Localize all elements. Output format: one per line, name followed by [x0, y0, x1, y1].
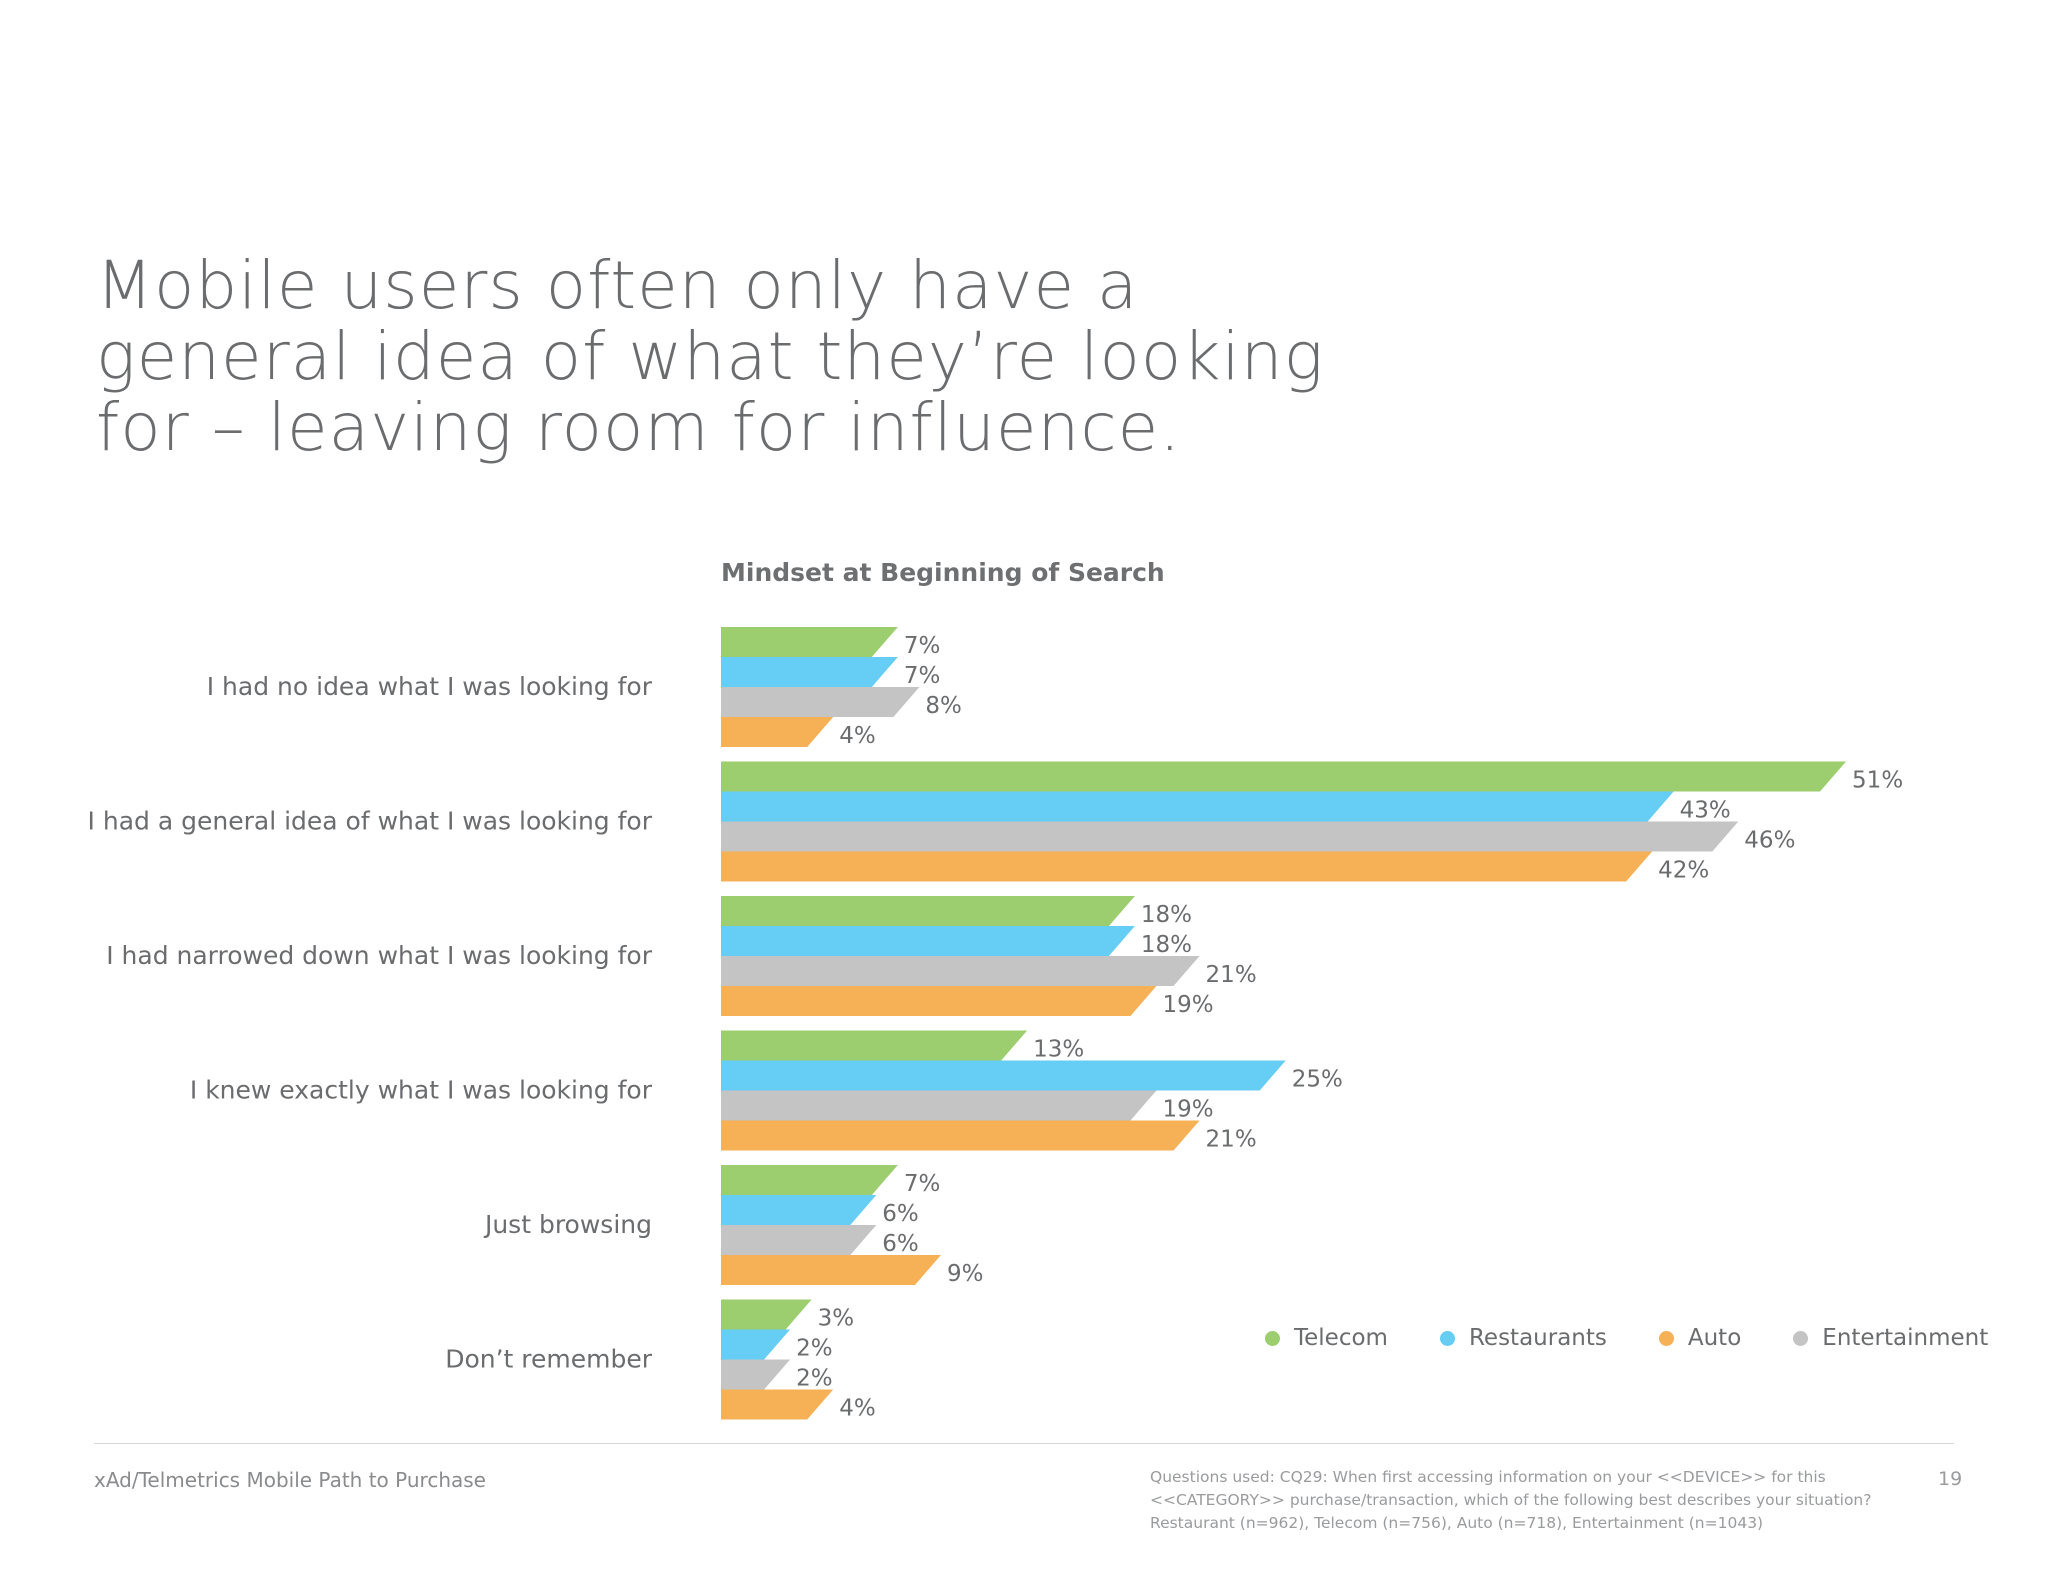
headline: Mobile users often only have a general i…: [96, 250, 1396, 463]
footer-note-line: <<CATEGORY>> purchase/transaction, which…: [1150, 1491, 1872, 1509]
bar-restaurants: [721, 791, 1674, 822]
footer-note-line: Restaurant (n=962), Telecom (n=756), Aut…: [1150, 1514, 1764, 1532]
data-label: 19%: [1162, 1097, 1213, 1123]
chart-title: Mindset at Beginning of Search: [721, 558, 1165, 587]
bar-telecom: [721, 627, 898, 657]
legend-label: Entertainment: [1822, 1325, 1989, 1351]
legend-item-entertainment: Entertainment: [1793, 1325, 1988, 1351]
bar-telecom: [721, 896, 1135, 926]
data-label: 7%: [904, 663, 941, 689]
data-label: 21%: [1206, 1127, 1257, 1153]
legend-item-restaurants: Restaurants: [1439, 1325, 1607, 1351]
bar-auto: [721, 1255, 941, 1285]
bar-telecom: [721, 1030, 1028, 1061]
data-label: 7%: [904, 633, 941, 659]
data-label: 2%: [796, 1366, 833, 1392]
data-label: 2%: [796, 1336, 833, 1362]
bar-entertainment: [721, 1359, 791, 1390]
category-label: I knew exactly what I was looking for: [190, 1076, 653, 1105]
data-label: 13%: [1033, 1037, 1084, 1063]
data-label: 51%: [1852, 768, 1903, 794]
bar-restaurants: [721, 657, 898, 687]
bar-telecom: [721, 1165, 898, 1195]
data-label: 42%: [1658, 858, 1709, 884]
category-label: Don’t remember: [445, 1345, 653, 1374]
page-number: 19: [1938, 1468, 1963, 1490]
data-label: 18%: [1141, 902, 1192, 928]
bar-entertainment: [721, 687, 920, 717]
chart-legend: Telecom Restaurants Auto Entertainment: [1265, 1325, 1988, 1351]
data-label: 6%: [882, 1201, 919, 1227]
data-label: 7%: [904, 1171, 941, 1197]
bar-telecom: [721, 761, 1847, 792]
footer-source: xAd/Telmetrics Mobile Path to Purchase: [94, 1468, 486, 1492]
data-label: 4%: [839, 723, 876, 749]
bar-restaurants: [721, 926, 1135, 956]
data-label: 18%: [1141, 932, 1192, 958]
bar-entertainment: [721, 1090, 1157, 1121]
dot-icon: [1793, 1330, 1809, 1346]
bar-auto: [721, 717, 834, 747]
legend-item-telecom: Telecom: [1265, 1325, 1388, 1351]
dot-icon: [1265, 1330, 1280, 1346]
legend-label: Restaurants: [1468, 1325, 1607, 1351]
data-label: 21%: [1206, 962, 1257, 988]
category-label: I had a general idea of what I was looki…: [88, 807, 653, 836]
category-label: I had narrowed down what I was looking f…: [106, 941, 653, 970]
legend-label: Auto: [1687, 1325, 1742, 1351]
data-label: 6%: [882, 1231, 919, 1257]
headline-line: for – leaving room for influence.: [96, 389, 1182, 466]
dot-icon: [1439, 1330, 1455, 1346]
data-label: 19%: [1162, 992, 1213, 1018]
bar-entertainment: [721, 956, 1200, 986]
bar-restaurants: [721, 1329, 791, 1360]
footer-divider: [94, 1443, 1954, 1444]
bar-entertainment: [721, 1225, 877, 1255]
headline-line: Mobile users often only have a: [96, 247, 1139, 324]
data-label: 8%: [925, 693, 962, 719]
bar-auto: [721, 1389, 834, 1420]
data-label: 46%: [1744, 828, 1795, 854]
category-label: I had no idea what I was looking for: [207, 672, 653, 701]
footer-note-line: Questions used: CQ29: When first accessi…: [1150, 1468, 1826, 1486]
bar-restaurants: [721, 1060, 1286, 1091]
bar-restaurants: [721, 1195, 877, 1225]
legend-item-auto: Auto: [1658, 1325, 1742, 1351]
data-label: 4%: [839, 1396, 876, 1422]
data-label: 25%: [1292, 1067, 1343, 1093]
data-label: 43%: [1680, 798, 1731, 824]
category-label: Just browsing: [483, 1210, 652, 1239]
bar-auto: [721, 986, 1157, 1016]
bar-chart: I had no idea what I was looking for 7% 7%…: [88, 627, 1903, 1422]
bar-telecom: [721, 1299, 812, 1330]
bar-entertainment: [721, 821, 1739, 852]
bar-auto: [721, 1120, 1200, 1151]
data-label: 9%: [947, 1261, 984, 1287]
bar-auto: [721, 851, 1653, 882]
dot-icon: [1658, 1330, 1674, 1346]
footer-note: Questions used: CQ29: When first accessi…: [1150, 1466, 1950, 1535]
headline-line: general idea of what they’re looking: [96, 318, 1325, 395]
legend-label: Telecom: [1294, 1325, 1388, 1351]
data-label: 3%: [818, 1306, 855, 1332]
